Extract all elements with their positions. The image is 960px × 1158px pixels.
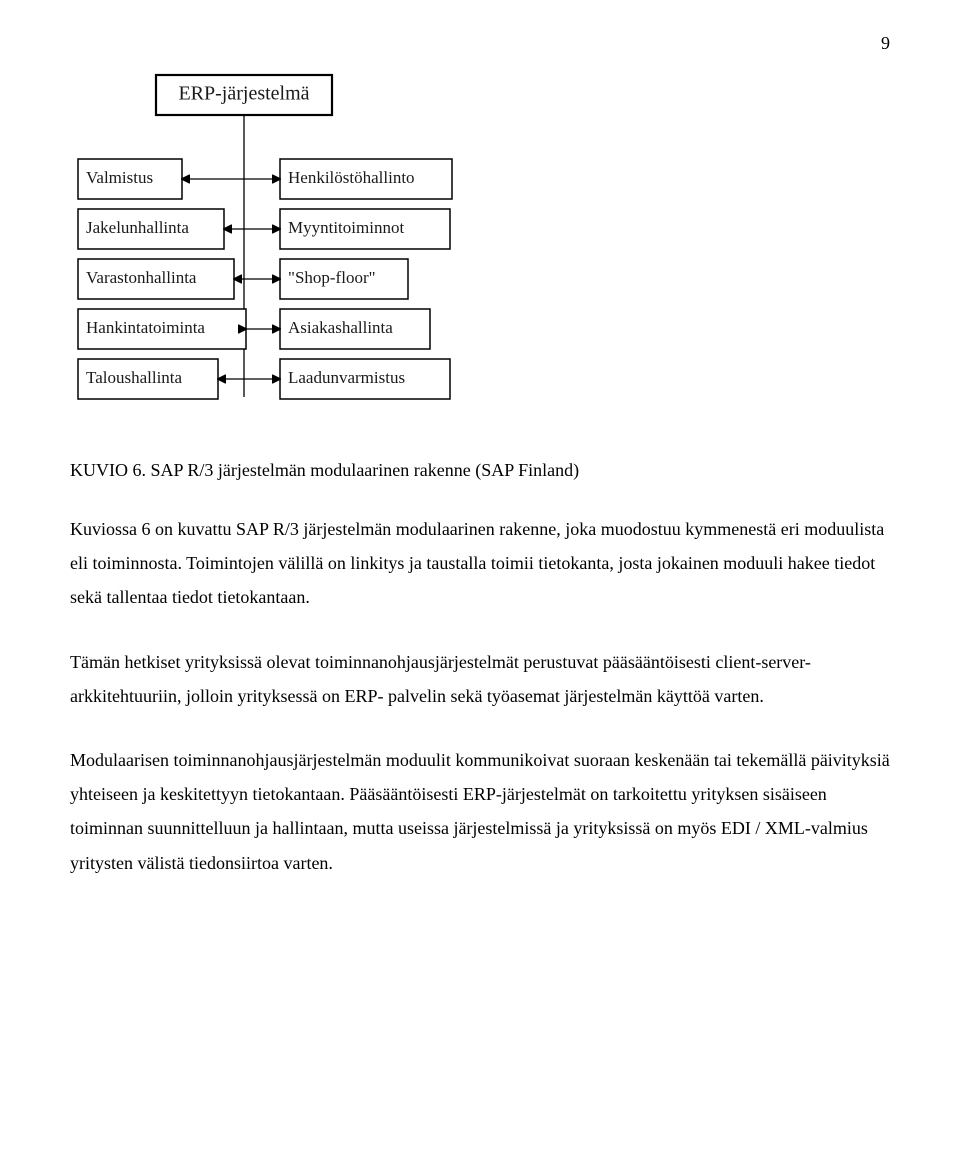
svg-text:Taloushallinta: Taloushallinta xyxy=(86,368,183,387)
body-text: Kuviossa 6 on kuvattu SAP R/3 järjestelm… xyxy=(70,512,890,880)
page-number: 9 xyxy=(70,30,890,57)
paragraph: Tämän hetkiset yrityksissä olevat toimin… xyxy=(70,645,890,713)
svg-text:Varastonhallinta: Varastonhallinta xyxy=(86,268,197,287)
figure-caption: KUVIO 6. SAP R/3 järjestelmän modulaarin… xyxy=(70,457,890,484)
svg-text:Asiakashallinta: Asiakashallinta xyxy=(288,318,393,337)
svg-text:Hankintatoiminta: Hankintatoiminta xyxy=(86,318,205,337)
svg-text:Jakelunhallinta: Jakelunhallinta xyxy=(86,218,189,237)
paragraph: Kuviossa 6 on kuvattu SAP R/3 järjestelm… xyxy=(70,512,890,615)
svg-text:"Shop-floor": "Shop-floor" xyxy=(288,268,376,287)
svg-text:Laadunvarmistus: Laadunvarmistus xyxy=(288,368,405,387)
paragraph: Modulaarisen toiminnanohjausjärjestelmän… xyxy=(70,743,890,880)
svg-text:Myyntitoiminnot: Myyntitoiminnot xyxy=(288,218,404,237)
svg-text:ERP-järjestelmä: ERP-järjestelmä xyxy=(178,83,309,105)
erp-diagram: ERP-järjestelmä Valmistus Henkilöstöhallin… xyxy=(70,67,890,427)
svg-text:Henkilöstöhallinto: Henkilöstöhallinto xyxy=(288,168,415,187)
svg-text:Valmistus: Valmistus xyxy=(86,168,153,187)
